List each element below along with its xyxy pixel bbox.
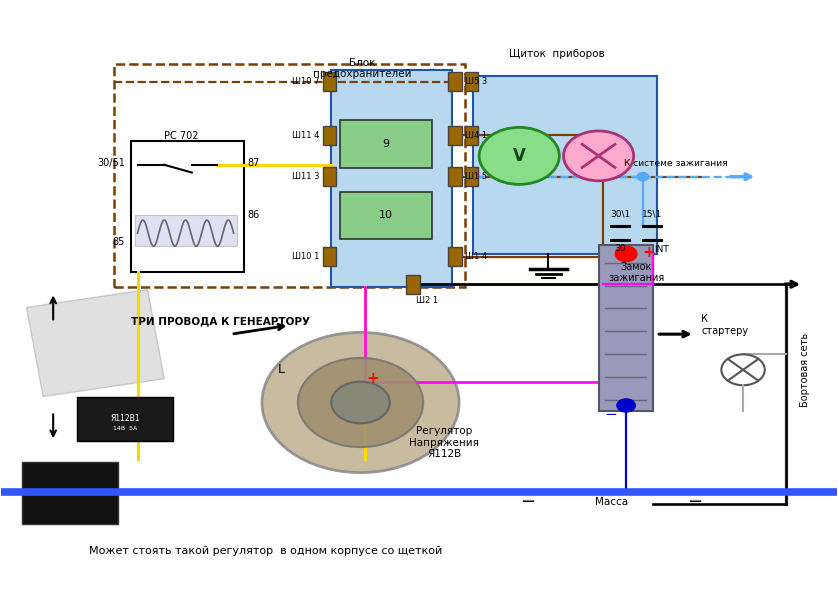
Circle shape xyxy=(722,355,765,385)
Text: Ш1 4: Ш1 4 xyxy=(465,253,487,261)
Text: −: − xyxy=(520,493,535,510)
Text: Бортовая сеть: Бортовая сеть xyxy=(800,333,810,407)
Text: Щиток  приборов: Щиток приборов xyxy=(509,49,605,59)
Text: Ш11 4: Ш11 4 xyxy=(292,131,319,140)
Text: +: + xyxy=(643,245,655,260)
Text: Ш10 7: Ш10 7 xyxy=(292,77,319,86)
Bar xyxy=(323,167,336,186)
FancyBboxPatch shape xyxy=(339,192,432,239)
Bar xyxy=(135,216,237,246)
Text: ТРИ ПРОВОДА К ГЕНЕАРТОРУ: ТРИ ПРОВОДА К ГЕНЕАРТОРУ xyxy=(131,316,310,326)
Text: Я112В1: Я112В1 xyxy=(111,414,140,423)
Text: 15\1: 15\1 xyxy=(642,210,662,219)
Bar xyxy=(465,167,478,186)
Bar xyxy=(323,72,336,91)
Text: 85: 85 xyxy=(112,237,125,247)
Text: Блок
предохранителей: Блок предохранителей xyxy=(313,58,411,79)
Circle shape xyxy=(262,333,459,473)
Text: INT: INT xyxy=(654,245,669,254)
Text: 30/51: 30/51 xyxy=(97,158,125,168)
FancyBboxPatch shape xyxy=(131,141,244,272)
Bar xyxy=(448,247,462,266)
FancyBboxPatch shape xyxy=(598,245,653,411)
Circle shape xyxy=(615,246,637,261)
Bar xyxy=(406,275,420,294)
Bar xyxy=(448,167,462,186)
Circle shape xyxy=(563,131,634,181)
Text: К системе зажигания: К системе зажигания xyxy=(624,159,728,168)
Text: Ш10 1: Ш10 1 xyxy=(292,253,319,261)
Text: Регулятор
Напряжения
Я112В: Регулятор Напряжения Я112В xyxy=(409,426,479,460)
Bar xyxy=(465,125,478,144)
FancyBboxPatch shape xyxy=(339,120,432,168)
FancyBboxPatch shape xyxy=(76,396,173,441)
Text: Ш11 3: Ш11 3 xyxy=(292,172,319,181)
Text: 87: 87 xyxy=(248,158,260,168)
Circle shape xyxy=(617,399,635,412)
Text: РС 702: РС 702 xyxy=(163,131,199,141)
Text: 86: 86 xyxy=(248,210,260,220)
Text: Масса: Масса xyxy=(594,497,628,507)
Text: Ш2 1: Ш2 1 xyxy=(416,296,438,304)
Polygon shape xyxy=(27,290,164,396)
Text: 9: 9 xyxy=(382,139,389,149)
FancyBboxPatch shape xyxy=(23,462,118,524)
Text: Может стоять такой регулятор  в одном корпусе со щеткой: Может стоять такой регулятор в одном кор… xyxy=(89,546,442,556)
Bar xyxy=(448,72,462,91)
Text: Ш4 1: Ш4 1 xyxy=(465,131,487,140)
Circle shape xyxy=(331,381,390,423)
Text: L: L xyxy=(277,364,285,376)
Bar xyxy=(323,125,336,144)
Circle shape xyxy=(637,173,649,181)
Text: Замок
зажигания: Замок зажигания xyxy=(608,261,665,283)
Text: −: − xyxy=(605,407,618,422)
Text: −: − xyxy=(687,493,702,510)
Bar xyxy=(323,247,336,266)
Text: 30\1: 30\1 xyxy=(610,210,630,219)
FancyBboxPatch shape xyxy=(473,76,657,254)
Text: Ш5 3: Ш5 3 xyxy=(465,77,487,86)
Text: V: V xyxy=(513,147,525,165)
Bar xyxy=(465,72,478,91)
FancyBboxPatch shape xyxy=(331,70,453,287)
Bar xyxy=(448,125,462,144)
Circle shape xyxy=(479,127,559,184)
Text: К
стартеру: К стартеру xyxy=(701,315,748,336)
Circle shape xyxy=(297,358,423,447)
Text: 10: 10 xyxy=(379,210,392,220)
Text: Ш1 5: Ш1 5 xyxy=(465,172,487,181)
Text: 30: 30 xyxy=(614,244,626,253)
Text: 14В  5A: 14В 5A xyxy=(113,426,137,430)
Text: +: + xyxy=(367,371,380,386)
